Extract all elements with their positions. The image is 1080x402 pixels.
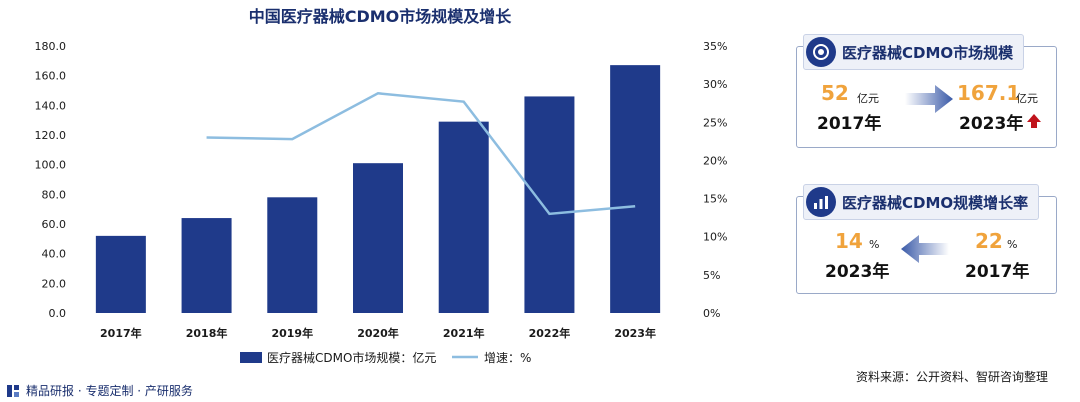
y-right-tick-label: 0%	[703, 307, 720, 320]
bar-2017年	[95, 235, 146, 313]
size-to-year: 2023年	[959, 114, 1024, 134]
legend-bar-label: 医疗器械CDMO市场规模：亿元	[267, 350, 436, 365]
x-tick-label: 2023年	[614, 326, 656, 340]
y-left-tick-label: 80.0	[42, 188, 67, 201]
growth-left-value: 14	[835, 229, 863, 253]
growth-right-value: 22	[975, 229, 1003, 253]
x-tick-label: 2017年	[100, 326, 142, 340]
legend-bar-swatch	[240, 352, 262, 363]
y-left-tick-label: 120.0	[35, 129, 67, 142]
x-axis-ticks: 2017年 2018年 2019年 2020年 2021年 2022年 2023年	[100, 326, 656, 340]
y-left-tick-label: 40.0	[42, 248, 67, 261]
y-left-tick-label: 100.0	[35, 159, 67, 172]
y-left-tick-label: 60.0	[42, 218, 67, 231]
size-from-year: 2017年	[817, 114, 882, 134]
y-right-tick-label: 30%	[703, 78, 727, 91]
x-tick-label: 2019年	[271, 326, 313, 340]
bar-2023年	[610, 65, 661, 313]
bar-2022年	[524, 96, 575, 313]
x-tick-label: 2020年	[357, 326, 399, 340]
growth-left-unit: %	[869, 238, 880, 251]
y-left-tick-label: 20.0	[42, 277, 67, 290]
size-from-unit: 亿元	[857, 92, 879, 105]
y-right-tick-label: 15%	[703, 193, 727, 206]
y-right-tick-label: 35%	[703, 40, 727, 53]
growth-rate-card-title: 医疗器械CDMO规模增长率	[842, 193, 1029, 212]
y-right-tick-label: 5%	[703, 269, 720, 282]
footer-tagline: 精品研报 · 专题定制 · 产研服务	[6, 382, 193, 399]
y-left-tick-label: 140.0	[35, 99, 67, 112]
x-tick-label: 2021年	[443, 326, 485, 340]
size-to-unit: 亿元	[1016, 92, 1038, 105]
brand-logo-icon	[7, 384, 19, 397]
y-left-tick-label: 180.0	[35, 40, 67, 53]
growth-line-path	[206, 92, 636, 216]
y-right-tick-label: 20%	[703, 154, 727, 167]
market-size-card: 医疗器械CDMO市场规模 52 亿元 2017年 167.1 亿元 2023年	[796, 34, 1057, 148]
arrow-left-icon	[901, 235, 949, 263]
footer-tagline-text: 精品研报 · 专题定制 · 产研服务	[26, 384, 193, 398]
chart: 中国医疗器械CDMO市场规模及增长 0.0 20.0 40.0 60.0 80.0 100…	[35, 7, 728, 365]
market-size-card-header: 医疗器械CDMO市场规模	[803, 34, 1025, 70]
arrow-up-icon	[1027, 114, 1041, 128]
size-from-value: 52	[821, 81, 849, 105]
bar-2020年	[353, 163, 403, 313]
y-left-tick-label: 0.0	[49, 307, 67, 320]
y-left-tick-label: 160.0	[35, 70, 67, 83]
growth-rate-card: 医疗器械CDMO规模增长率 14 % 2023年 22 % 2017年	[796, 184, 1057, 294]
bar-2018年	[181, 218, 232, 313]
source-note: 资料来源：公开资料、智研咨询整理	[855, 370, 1048, 384]
left-axis-ticks: 0.0 20.0 40.0 60.0 80.0 100.0 120.0 140.0 160.0 1…	[35, 40, 67, 320]
legend-line-label: 增速：%	[484, 351, 531, 365]
growth-line	[206, 92, 636, 216]
market-size-card-title: 医疗器械CDMO市场规模	[842, 43, 1014, 62]
growth-right-unit: %	[1007, 238, 1018, 251]
right-axis-ticks: 0% 5% 10% 15% 20% 25% 30% 35%	[703, 40, 727, 320]
bars	[95, 65, 661, 314]
target-icon	[806, 37, 836, 67]
bar-2021年	[438, 121, 489, 314]
growth-rate-card-header: 医疗器械CDMO规模增长率	[803, 184, 1040, 220]
arrow-right-icon	[905, 85, 953, 113]
x-tick-label: 2022年	[529, 326, 571, 340]
size-to-value: 167.1	[957, 81, 1021, 105]
legend: 医疗器械CDMO市场规模：亿元 增速：%	[240, 350, 531, 365]
chart-title: 中国医疗器械CDMO市场规模及增长	[249, 7, 513, 26]
y-right-tick-label: 25%	[703, 116, 727, 129]
growth-right-year: 2017年	[965, 262, 1030, 282]
bar-chart-icon	[806, 187, 836, 217]
bar-2019年	[267, 197, 318, 313]
y-right-tick-label: 10%	[703, 231, 727, 244]
x-tick-label: 2018年	[186, 326, 228, 340]
growth-left-year: 2023年	[825, 262, 890, 282]
